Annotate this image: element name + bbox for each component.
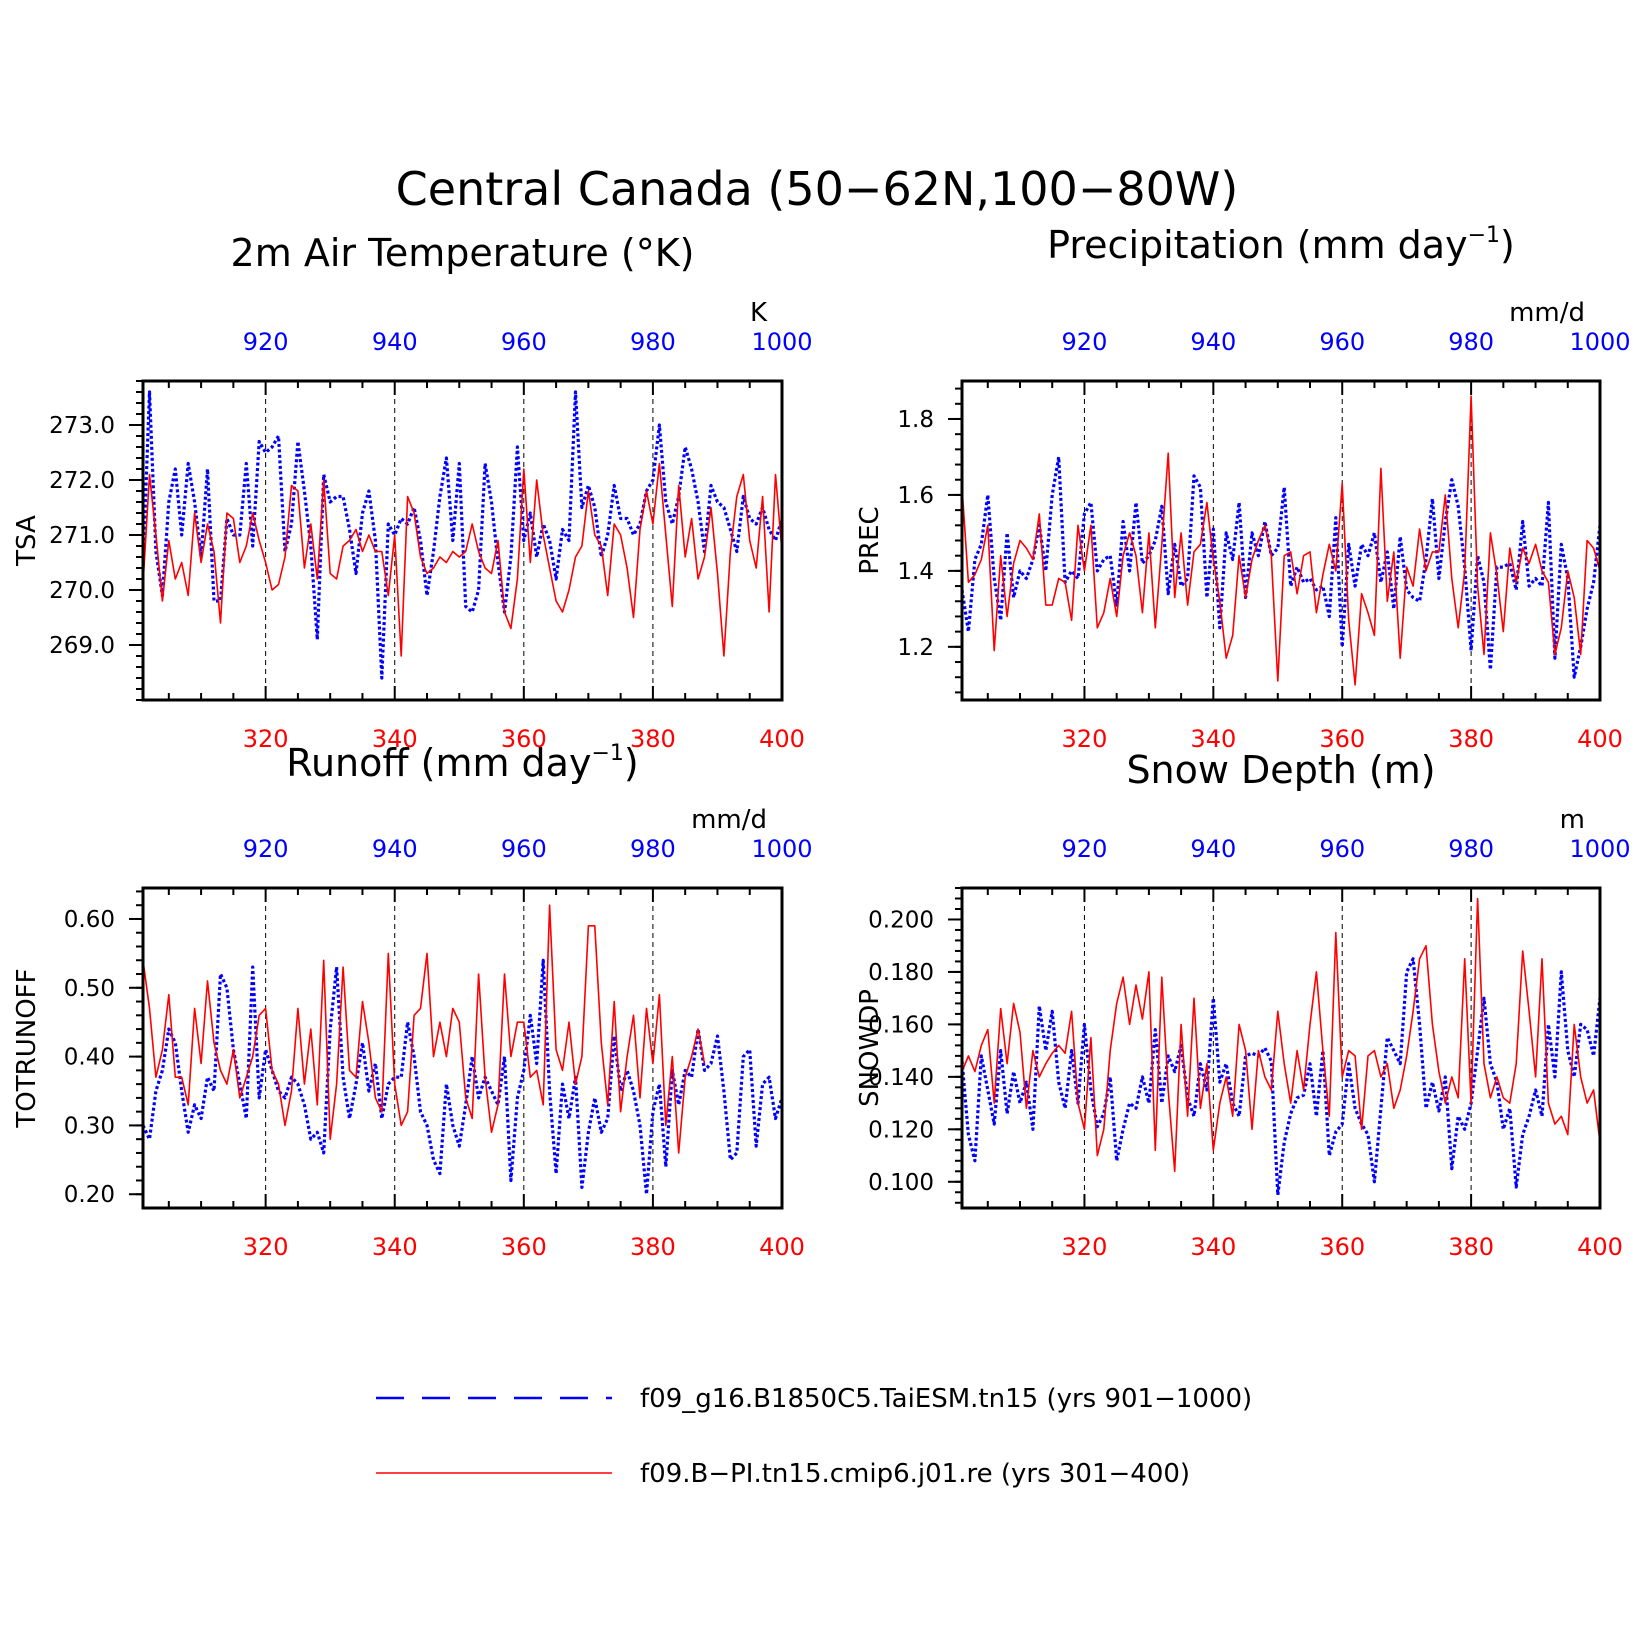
y-tick-label: 0.120	[868, 1117, 934, 1143]
y-tick-label: 270.0	[49, 578, 115, 604]
plot-frame	[960, 886, 1602, 1210]
x-bottom-tick-label: 380	[1448, 725, 1494, 753]
plot-frame	[141, 379, 784, 702]
x-bottom-tick-label: 380	[630, 725, 676, 753]
x-top-tick-label: 920	[243, 328, 289, 356]
x-top-tick-label: 940	[372, 328, 418, 356]
panels: 320 340 360 380 400 920 940 960 980 1000 269.0 270.…	[12, 223, 1631, 1261]
x-top-tick-label: 920	[243, 835, 289, 863]
y-tick-label: 1.6	[897, 483, 934, 509]
x-bottom-tick-label: 360	[1319, 725, 1365, 753]
y-tick-label: 0.60	[64, 907, 115, 933]
x-bottom-tick-label: 400	[1577, 725, 1623, 753]
units-label: K	[750, 298, 768, 328]
x-bottom-tick-label: 340	[372, 725, 418, 753]
y-tick-label: 0.20	[64, 1182, 115, 1208]
y-tick-label: 269.0	[49, 633, 115, 659]
y-axis-label: PREC	[855, 506, 885, 574]
figure-title: Central Canada (50−62N,100−80W)	[396, 162, 1239, 216]
series-line-taiesm	[143, 390, 782, 680]
y-axis-label: SNOWDP	[855, 989, 885, 1107]
y-tick-label: 1.2	[897, 635, 934, 661]
x-top-tick-label: 940	[1190, 835, 1236, 863]
x-top-tick-label: 980	[630, 835, 676, 863]
x-top-tick-label: 980	[1448, 835, 1494, 863]
x-top-tick-label: 1000	[1569, 835, 1630, 863]
y-tick-label: 0.160	[868, 1012, 934, 1038]
units-label: m	[1560, 805, 1585, 835]
x-bottom-tick-label: 320	[243, 725, 289, 753]
y-tick-label: 1.4	[897, 559, 934, 585]
panel-snowdp: 320 340 360 380 400 920 940 960 980 1000 0.100 0.12…	[855, 748, 1631, 1261]
y-tick-label: 0.40	[64, 1045, 115, 1071]
units-label: mm/d	[1509, 298, 1585, 328]
x-top-tick-label: 920	[1062, 328, 1108, 356]
x-top-tick-label: 960	[1319, 835, 1365, 863]
panel-totrunoff: 320 340 360 380 400 920 940 960 980 1000 0.20 0.30 0…	[12, 741, 813, 1261]
x-bottom-tick-label: 340	[1190, 1233, 1236, 1261]
x-top-tick-label: 980	[1448, 328, 1494, 356]
x-bottom-tick-label: 400	[759, 725, 805, 753]
panel-title: 2m Air Temperature (°K)	[231, 231, 695, 275]
x-bottom-tick-label: 340	[1190, 725, 1236, 753]
x-bottom-tick-label: 320	[1062, 1233, 1108, 1261]
legend-label: f09.B−PI.tn15.cmip6.j01.re (yrs 301−400)	[640, 1459, 1190, 1489]
panel-title: Precipitation (mm day−1)	[1047, 223, 1515, 267]
x-top-tick-label: 960	[501, 835, 547, 863]
units-label: mm/d	[691, 805, 767, 835]
x-top-tick-label: 940	[372, 835, 418, 863]
y-tick-label: 0.200	[868, 907, 934, 933]
series-line-taiesm	[962, 957, 1600, 1197]
x-top-tick-label: 1000	[751, 328, 812, 356]
x-bottom-tick-label: 380	[1448, 1233, 1494, 1261]
y-tick-label: 1.8	[897, 407, 934, 433]
y-axis-label: TOTRUNOFF	[12, 968, 42, 1128]
legend-label: f09_g16.B1850C5.TaiESM.tn15 (yrs 901−100…	[640, 1384, 1252, 1414]
x-top-tick-label: 920	[1062, 835, 1108, 863]
y-tick-label: 0.180	[868, 960, 934, 986]
series-line-cmip6	[962, 395, 1600, 686]
y-axis-label: TSA	[12, 515, 42, 567]
y-tick-label: 272.0	[49, 468, 115, 494]
series-line-taiesm	[143, 958, 782, 1196]
y-tick-label: 0.100	[868, 1170, 934, 1196]
plot-frame	[960, 379, 1602, 702]
series-line-cmip6	[143, 904, 706, 1154]
x-bottom-tick-label: 360	[501, 725, 547, 753]
x-top-tick-label: 1000	[751, 835, 812, 863]
x-bottom-tick-label: 360	[1319, 1233, 1365, 1261]
series-line-cmip6	[962, 897, 1600, 1173]
x-top-tick-label: 940	[1190, 328, 1236, 356]
panel-title: Snow Depth (m)	[1126, 748, 1435, 792]
y-tick-label: 273.0	[49, 413, 115, 439]
y-tick-label: 271.0	[49, 523, 115, 549]
x-bottom-tick-label: 340	[372, 1233, 418, 1261]
x-top-tick-label: 1000	[1569, 328, 1630, 356]
x-bottom-tick-label: 320	[1062, 725, 1108, 753]
x-bottom-tick-label: 400	[1577, 1233, 1623, 1261]
y-tick-label: 0.50	[64, 976, 115, 1002]
x-bottom-tick-label: 400	[759, 1233, 805, 1261]
x-top-tick-label: 980	[630, 328, 676, 356]
panel-tsa: 320 340 360 380 400 920 940 960 980 1000 269.0 270.…	[12, 231, 813, 753]
x-bottom-tick-label: 380	[630, 1233, 676, 1261]
x-bottom-tick-label: 360	[501, 1233, 547, 1261]
x-top-tick-label: 960	[501, 328, 547, 356]
y-tick-label: 0.140	[868, 1065, 934, 1091]
legend: f09_g16.B1850C5.TaiESM.tn15 (yrs 901−100…	[376, 1384, 1252, 1489]
y-tick-label: 0.30	[64, 1113, 115, 1139]
plot-frame	[141, 886, 784, 1210]
x-bottom-tick-label: 320	[243, 1233, 289, 1261]
panel-prec: 320 340 360 380 400 920 940 960 980 1000 1.2 1.4 1.6…	[855, 223, 1631, 753]
series-line-taiesm	[962, 455, 1600, 679]
x-top-tick-label: 960	[1319, 328, 1365, 356]
panel-title: Runoff (mm day−1)	[286, 741, 638, 785]
series-line-cmip6	[143, 462, 782, 657]
